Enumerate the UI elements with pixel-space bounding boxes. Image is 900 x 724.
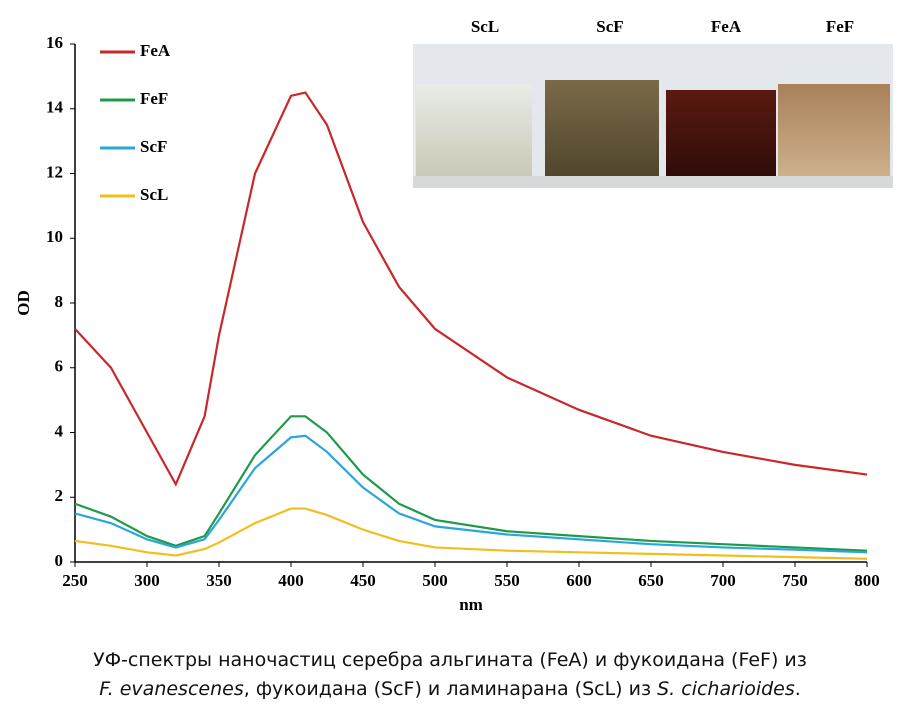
inset-label: ScF [596,17,623,36]
legend-label: ScL [140,185,168,204]
x-tick-label: 550 [494,571,520,590]
x-axis-label: nm [459,595,483,614]
x-tick-label: 700 [710,571,736,590]
y-tick-label: 6 [55,357,64,376]
y-axis-label: OD [14,290,33,316]
y-tick-label: 12 [46,162,63,181]
x-tick-label: 300 [134,571,160,590]
inset-label: FeA [711,17,742,36]
caption-text: УФ-спектры наночастиц серебра альгината … [93,649,807,671]
x-tick-label: 400 [278,571,304,590]
caption-text: . [794,678,801,700]
x-tick-label: 650 [638,571,664,590]
data-line [74,507,868,560]
y-tick-label: 16 [46,33,63,52]
data-line [74,415,868,552]
x-tick-label: 450 [350,571,376,590]
data-line [74,434,868,554]
caption-text: , фукоидана (ScF) и ламинарана (ScL) из [243,678,658,700]
y-tick-label: 10 [46,227,63,246]
x-tick-label: 600 [566,571,592,590]
caption-text: F. evanescenes [99,678,244,700]
legend-label: FeA [140,41,171,60]
y-tick-label: 14 [46,98,64,117]
x-tick-label: 500 [422,571,448,590]
x-tick-label: 750 [782,571,808,590]
chart: OD nm 0 2 4 6 8 10 12 14 16 250 300 350 400 450 500 550… [14,17,893,614]
y-tick-label: 2 [55,486,64,505]
y-tick-label: 0 [55,551,64,570]
y-tick-label: 4 [55,421,64,440]
x-tick-label: 250 [62,571,88,590]
inset-photo [413,44,893,188]
data-line [74,91,868,487]
x-tick-label: 350 [206,571,232,590]
legend-label: FeF [140,89,168,108]
y-tick-label: 8 [55,292,64,311]
caption: УФ-спектры наночастиц серебра альгината … [0,646,900,704]
inset-label: ScL [471,17,499,36]
caption-text: S. cicharioides [657,678,795,700]
inset-label: FeF [826,17,854,36]
legend-label: ScF [140,137,167,156]
x-tick-label: 800 [854,571,880,590]
